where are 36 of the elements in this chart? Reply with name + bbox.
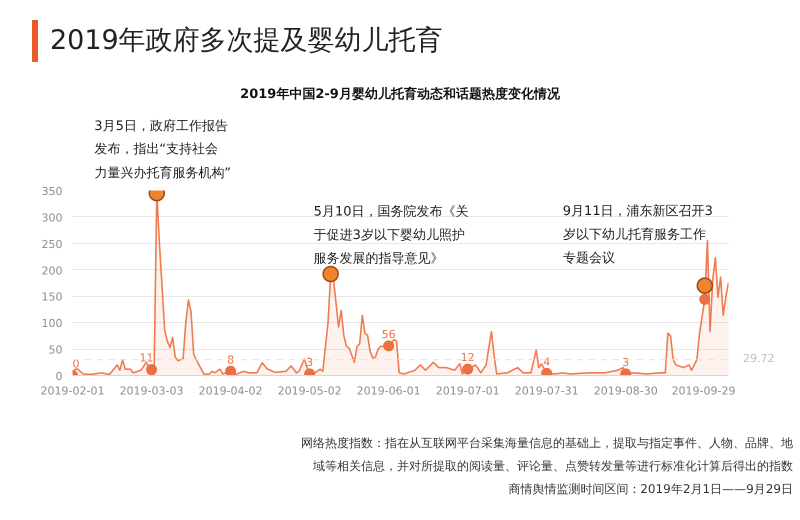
x-tick-label: 2019-03-03 [120, 384, 184, 398]
chart-subtitle: 2019年中国2-9月婴幼儿托育动态和话题热度变化情况 [239, 86, 561, 104]
point [383, 340, 394, 352]
data-label: 4 [543, 355, 550, 368]
annotation: 3月5日，政府工作报告发布，指出“支持社会力量兴办托育服务机构” [94, 118, 232, 183]
y-tick-label: 300 [42, 211, 63, 224]
text: 网络热度指数：指在从互联网平台采集海量信息的基础上，提取与指定事件、人物、品牌、地域等相关信息，并对所提取的阅读量、评论量、点赞转发量等进行标准化计算后得出的指数 [300, 435, 793, 475]
y-tick-label: 50 [48, 344, 63, 357]
data-label: 12 [460, 351, 475, 364]
y-tick-label: 150 [42, 290, 63, 304]
ref-line-label: 29.72 [743, 352, 774, 366]
data-label: 3 [622, 356, 630, 369]
data-label: 56 [382, 328, 396, 341]
point [696, 277, 714, 294]
y-tick-label: 250 [42, 238, 63, 251]
data-label: 3 [306, 356, 314, 369]
x-tick-label: 2019-08-30 [594, 384, 658, 398]
point [699, 294, 710, 305]
annotation: 9月11日，浦东新区召开3岁以下幼儿托育服务工作专题会议 [562, 204, 713, 266]
x-tick-label: 2019-02-01 [40, 384, 104, 398]
data-label: 11 [140, 352, 154, 365]
x-tick-label: 2019-09-29 [672, 384, 736, 398]
x-tick-label: 2019-07-31 [514, 384, 579, 398]
y-tick-label: 100 [42, 317, 63, 330]
point [225, 366, 236, 376]
annotation: 5月10日，国务院发布《关于促进3岁以下婴幼儿照护服务发展的指导意见》 [314, 204, 469, 267]
chart-title: 2019年政府多次提及婴幼儿托育 [50, 24, 443, 58]
text: 商情舆情监测时间区间：2019年2月1日——9月29日 [507, 481, 793, 498]
x-tick-label: 2019-05-02 [278, 384, 342, 398]
y-tick-label: 350 [42, 185, 63, 198]
point [322, 266, 339, 282]
y-tick-label: 0 [56, 370, 62, 383]
x-tick-label: 2019-06-01 [356, 384, 421, 398]
y-tick-label: 200 [42, 264, 63, 278]
x-tick-label: 2019-04-02 [198, 384, 263, 398]
x-tick-label: 2019-07-01 [436, 384, 500, 398]
